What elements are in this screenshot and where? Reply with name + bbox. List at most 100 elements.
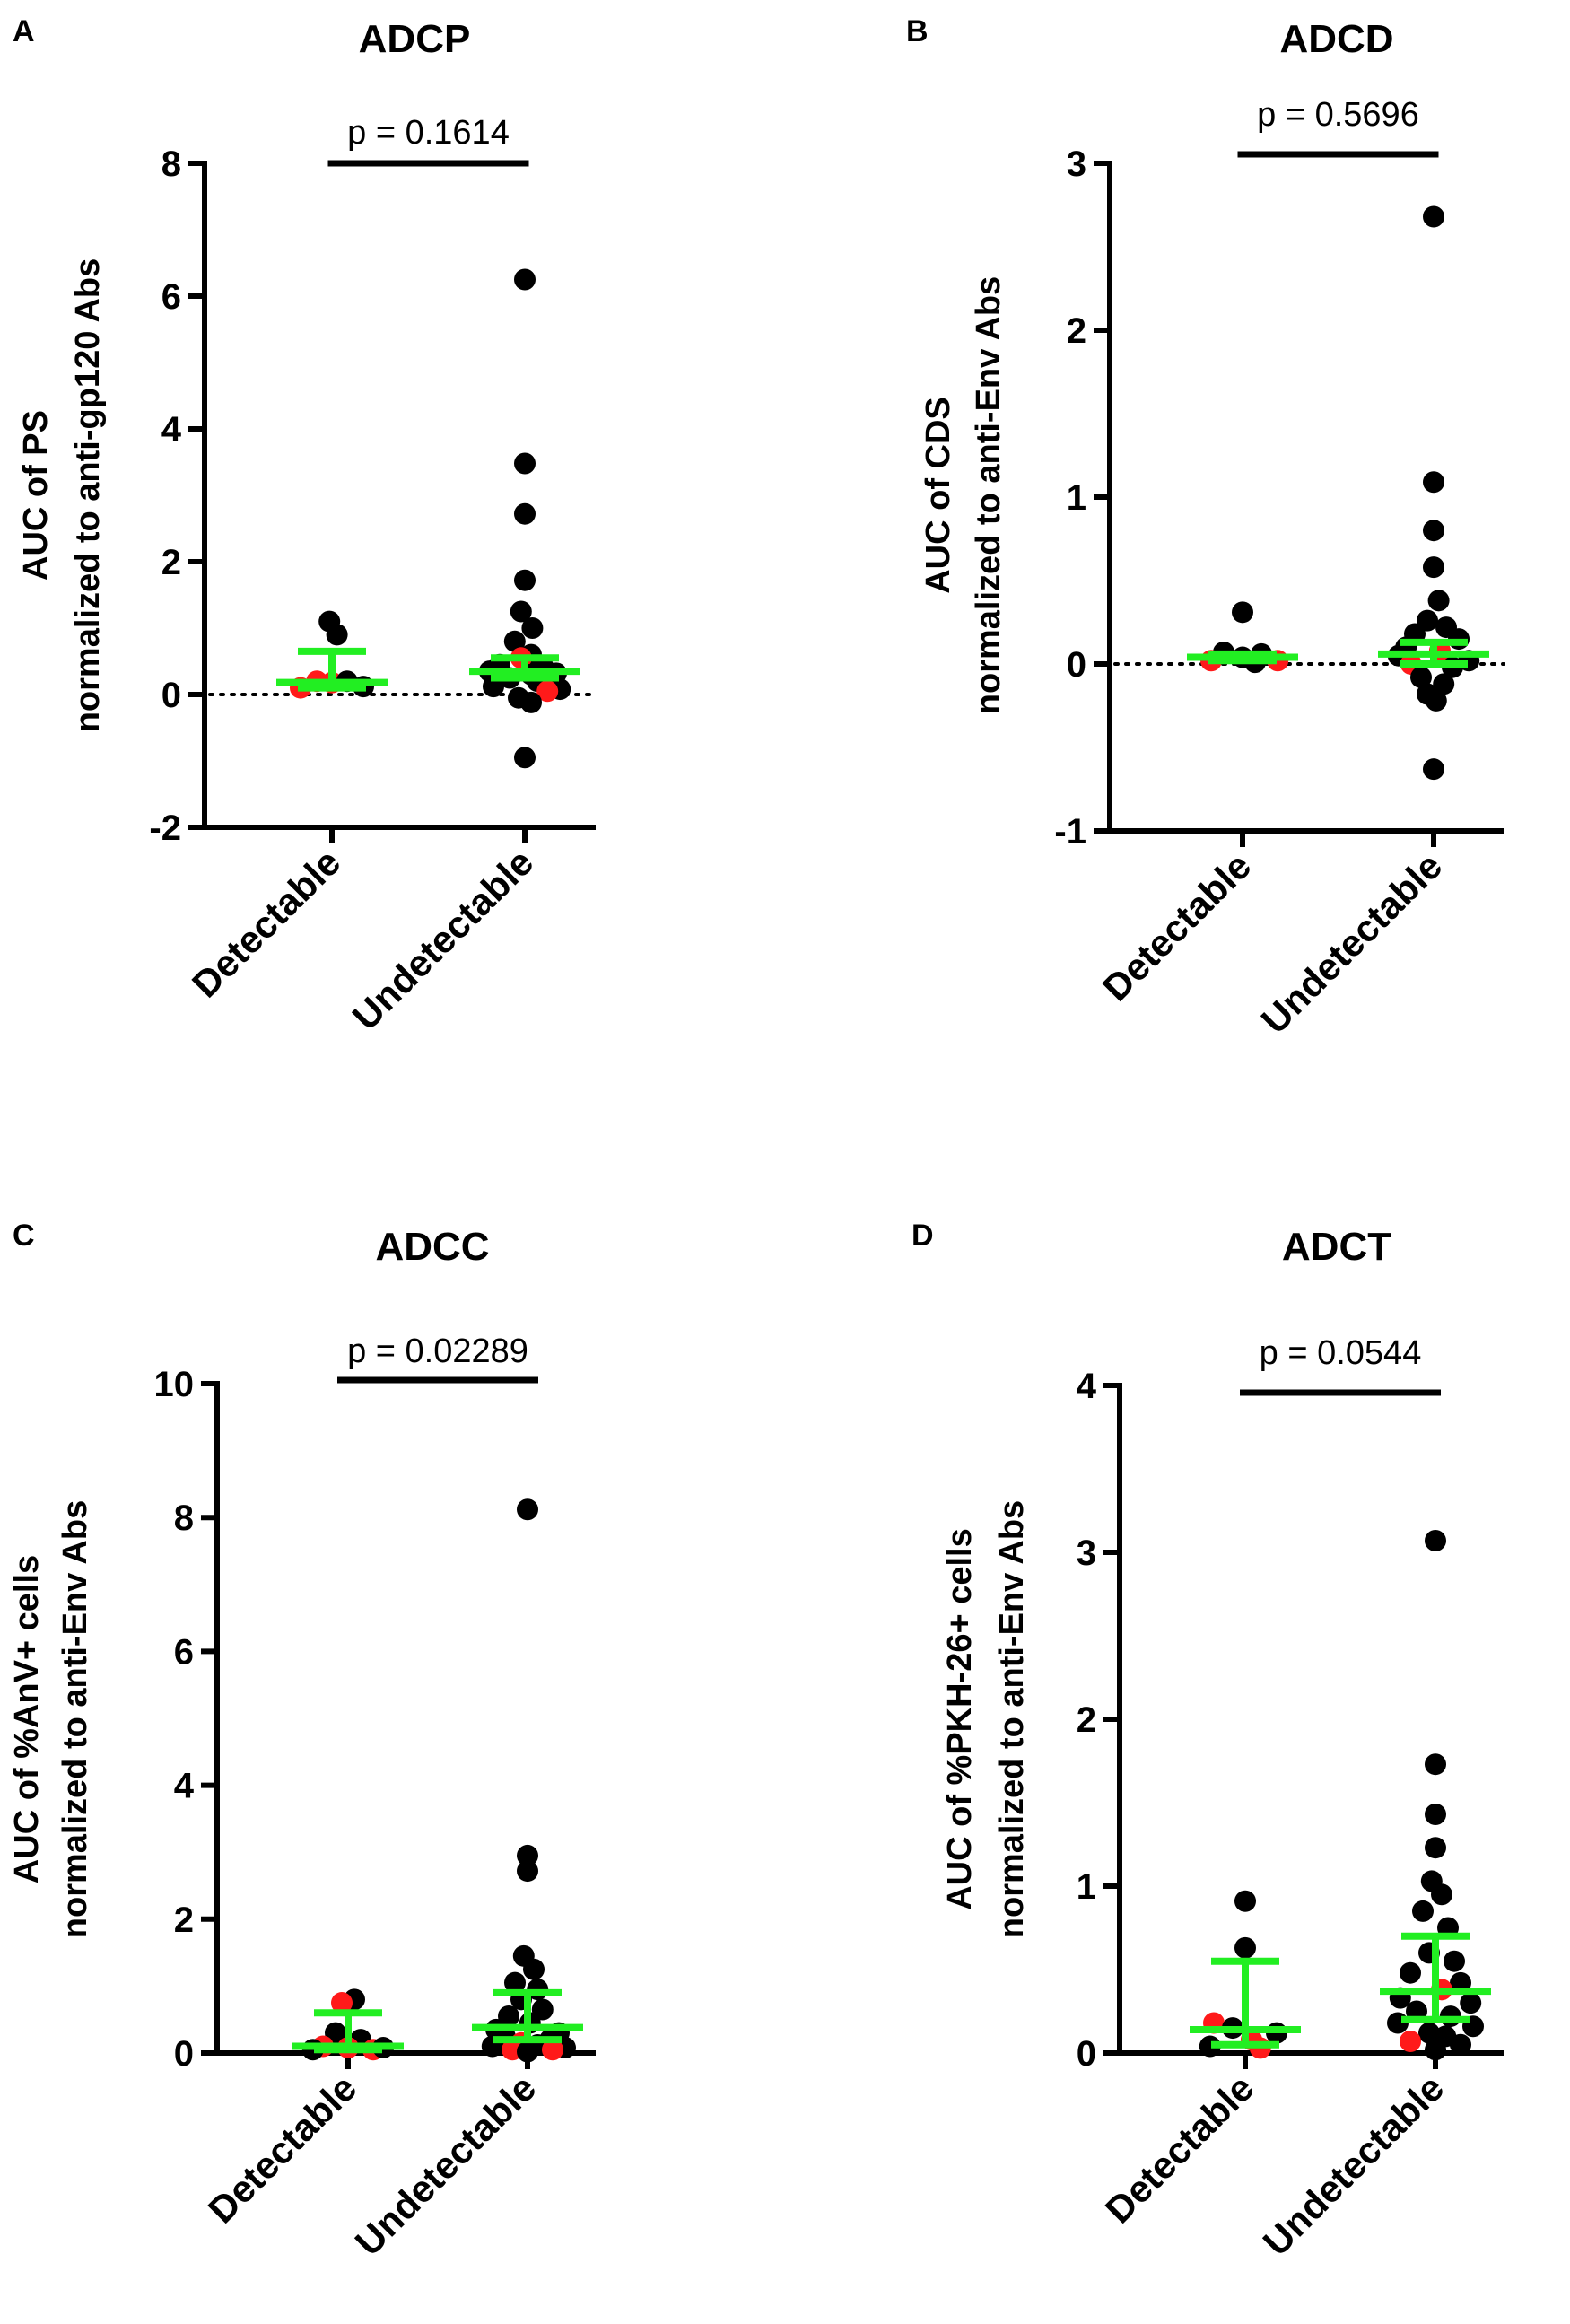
data-point bbox=[1423, 471, 1444, 494]
data-point bbox=[1423, 205, 1444, 228]
y-axis-label: AUC of %PKH-26+ cells bbox=[941, 1528, 979, 1910]
data-point bbox=[514, 502, 536, 525]
data-point bbox=[1232, 601, 1253, 624]
data-point bbox=[1423, 556, 1444, 579]
data-point bbox=[1425, 689, 1447, 712]
data-point bbox=[514, 569, 536, 591]
data-point bbox=[1400, 2030, 1421, 2052]
data-point bbox=[326, 624, 348, 646]
data-point bbox=[536, 680, 559, 703]
y-tick-label: 2 bbox=[161, 543, 181, 582]
data-point bbox=[1423, 520, 1444, 542]
data-point bbox=[1450, 2033, 1471, 2056]
data-point bbox=[1444, 1950, 1465, 1972]
data-point bbox=[517, 1498, 538, 1521]
panel-d: D ADCT AUC of %PKH-26+ cells normalized to … bbox=[911, 1219, 1504, 2264]
y-tick-label: -2 bbox=[149, 808, 181, 848]
median-iqr-summary bbox=[1378, 638, 1489, 668]
y-tick-label: 2 bbox=[174, 1900, 194, 1940]
data-point bbox=[1412, 1900, 1434, 1922]
data-point bbox=[514, 268, 536, 291]
data-point bbox=[523, 1958, 545, 1980]
p-value-label: p = 0.1614 bbox=[347, 114, 510, 152]
p-value-label: p = 0.5696 bbox=[1257, 96, 1419, 134]
median-iqr-summary bbox=[472, 1988, 583, 2044]
median-iqr-summary bbox=[276, 647, 388, 692]
y-tick-label: 8 bbox=[161, 144, 181, 184]
panel-letter: B bbox=[906, 14, 929, 48]
median-iqr-summary bbox=[292, 2009, 404, 2054]
median-iqr-summary bbox=[1380, 1932, 1491, 2023]
y-tick-label: 2 bbox=[1077, 1700, 1096, 1740]
chart-title: ADCT bbox=[1282, 1225, 1391, 1269]
panel-a: A ADCP AUC of PS normalized to anti-gp120 A… bbox=[13, 14, 597, 1038]
data-point bbox=[542, 2039, 563, 2061]
data-point bbox=[514, 747, 536, 769]
y-tick-label: 4 bbox=[174, 1767, 195, 1806]
y-tick-label: 0 bbox=[161, 676, 181, 715]
y-tick-label: 1 bbox=[1067, 478, 1086, 518]
data-point bbox=[510, 600, 532, 623]
data-point bbox=[1410, 666, 1432, 688]
y-axis-label-secondary: normalized to anti-Env Abs bbox=[993, 1500, 1031, 1938]
chart-title: ADCD bbox=[1279, 17, 1393, 61]
y-tick-label: -1 bbox=[1054, 812, 1086, 852]
data-point bbox=[1234, 1936, 1256, 1959]
y-tick-label: 6 bbox=[174, 1632, 194, 1672]
y-tick-label: 10 bbox=[154, 1365, 195, 1404]
y-tick-label: 0 bbox=[1077, 2034, 1096, 2074]
data-point bbox=[1460, 1992, 1482, 2014]
median-iqr-summary bbox=[1187, 650, 1298, 665]
y-axis-label: AUC of PS bbox=[17, 410, 55, 581]
data-point bbox=[1425, 2039, 1446, 2061]
data-point bbox=[504, 1971, 526, 1994]
data-point bbox=[1431, 1883, 1452, 1906]
x-category-label: Detectable bbox=[1097, 2066, 1261, 2231]
data-point bbox=[1427, 590, 1450, 612]
y-tick-label: 4 bbox=[1077, 1367, 1097, 1406]
panel-letter: C bbox=[13, 1219, 35, 1253]
x-category-label: Undetectable bbox=[345, 841, 542, 1038]
data-point bbox=[1418, 2022, 1440, 2044]
median-iqr-summary bbox=[1190, 1957, 1301, 2049]
data-point bbox=[520, 691, 542, 713]
data-point bbox=[517, 1844, 538, 1866]
data-point bbox=[517, 2040, 538, 2063]
x-category-label: Detectable bbox=[184, 841, 348, 1005]
data-point bbox=[1433, 673, 1455, 695]
data-point bbox=[1423, 758, 1444, 781]
y-axis-label: AUC of %AnV+ cells bbox=[8, 1555, 46, 1883]
data-point bbox=[1199, 2035, 1221, 2058]
p-value-label: p = 0.02289 bbox=[347, 1332, 528, 1370]
x-category-label: Detectable bbox=[1095, 844, 1259, 1009]
y-tick-label: 3 bbox=[1067, 144, 1086, 184]
data-point bbox=[1425, 1804, 1446, 1826]
y-axis-label-secondary: normalized to anti-gp120 Abs bbox=[69, 258, 107, 733]
data-point bbox=[517, 1860, 538, 1883]
data-point bbox=[1425, 1529, 1446, 1551]
data-point bbox=[521, 617, 544, 639]
panel-letter: D bbox=[911, 1219, 934, 1253]
data-point bbox=[1234, 1890, 1256, 1912]
y-tick-label: 3 bbox=[1077, 1533, 1096, 1573]
panel-c: C ADCC AUC of %AnV+ cells normalized to ant… bbox=[8, 1219, 596, 2264]
x-category-label: Undetectable bbox=[1255, 2066, 1452, 2264]
panel-b: B ADCD AUC of CDS normalized to anti-Env Ab… bbox=[906, 14, 1505, 1042]
y-tick-label: 2 bbox=[1067, 311, 1086, 351]
p-value-label: p = 0.0544 bbox=[1260, 1334, 1422, 1372]
x-category-label: Detectable bbox=[200, 2066, 364, 2231]
data-point bbox=[1425, 1837, 1446, 1859]
data-point bbox=[1400, 1961, 1421, 1984]
data-point bbox=[514, 452, 536, 475]
panel-letter: A bbox=[13, 14, 35, 48]
chart-title: ADCC bbox=[375, 1225, 489, 1269]
chart-title: ADCP bbox=[359, 17, 471, 61]
data-point bbox=[1425, 1753, 1446, 1776]
data-point bbox=[331, 1992, 353, 2014]
y-tick-label: 4 bbox=[161, 410, 182, 450]
y-tick-label: 0 bbox=[174, 2034, 194, 2074]
y-axis-label-secondary: normalized to anti-Env Abs bbox=[970, 276, 1007, 714]
y-tick-label: 1 bbox=[1077, 1867, 1096, 1907]
data-point bbox=[503, 630, 526, 652]
